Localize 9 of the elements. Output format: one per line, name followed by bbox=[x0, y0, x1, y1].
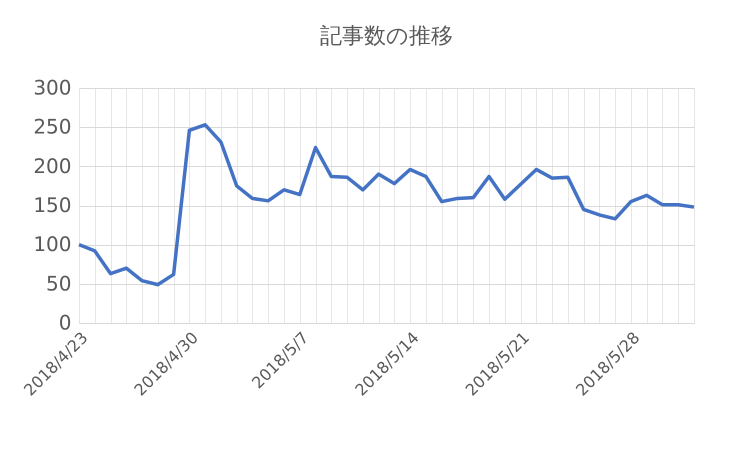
y-tick-label: 100 bbox=[33, 232, 72, 256]
y-tick-label: 0 bbox=[58, 310, 72, 334]
chart-title: 記事数の推移 bbox=[320, 24, 453, 49]
y-tick-label: 50 bbox=[46, 271, 72, 296]
line-series bbox=[77, 123, 696, 286]
y-tick-label: 200 bbox=[33, 154, 72, 178]
y-tick-label: 250 bbox=[33, 114, 72, 139]
y-tick-label: 300 bbox=[33, 76, 72, 100]
y-tick-label: 150 bbox=[33, 193, 72, 217]
